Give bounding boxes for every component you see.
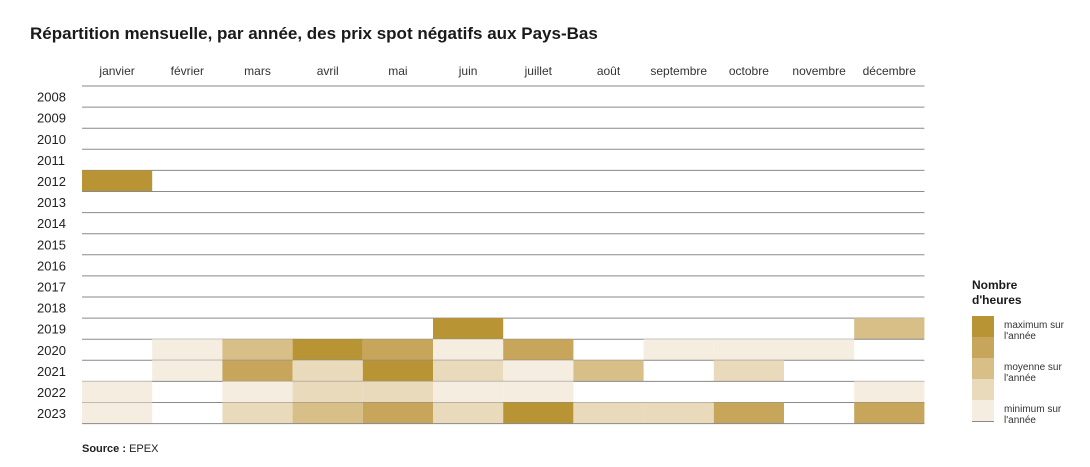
source-value: EPEX <box>129 443 159 455</box>
legend-swatch-min-line <box>972 421 994 422</box>
row-label-2020: 2020 <box>37 343 66 358</box>
row-label-2017: 2017 <box>37 279 66 294</box>
heatmap-cell-2022-mai <box>362 381 433 403</box>
row-label-2009: 2009 <box>37 111 66 126</box>
legend-swatch-max-top <box>972 316 994 337</box>
heatmap-cell-2020-avril <box>292 339 363 361</box>
source-note: Source : EPEX <box>82 443 158 455</box>
heatmap-cell-2023-octobre <box>713 402 784 424</box>
heatmap-cell-2023-juin <box>433 402 504 424</box>
heatmap-cell-2023-septembre <box>643 402 714 424</box>
heatmap-cell-2020-octobre <box>713 339 784 361</box>
heatmap-cell-2023-janvier <box>82 402 153 424</box>
row-label-2014: 2014 <box>37 216 66 231</box>
heatmap-cell-2020-mars <box>222 339 293 361</box>
legend-title: Nombre d'heures <box>972 278 1022 307</box>
column-header-août: août <box>597 64 621 78</box>
legend-swatch-avg-top <box>972 358 994 379</box>
row-label-2011: 2011 <box>37 153 65 168</box>
heatmap-cell-2022-mars <box>222 381 293 403</box>
legend: Nombre d'heures maximum sur l'année moye… <box>972 278 1082 426</box>
heatmap-cell-2021-avril <box>292 360 363 382</box>
column-header-juin: juin <box>458 64 478 78</box>
heatmap-cell-2021-juin <box>433 360 504 382</box>
heatmap-cell-2023-mars <box>222 402 293 424</box>
row-label-2013: 2013 <box>37 195 66 210</box>
row-label-2018: 2018 <box>37 301 66 316</box>
heatmap-cell-2021-mars <box>222 360 293 382</box>
column-header-février: février <box>171 64 204 78</box>
chart-title: Répartition mensuelle, par année, des pr… <box>30 24 598 43</box>
heatmap-cell-2020-juin <box>433 339 504 361</box>
heatmap-cell-2022-décembre <box>854 381 925 403</box>
column-header-mars: mars <box>244 64 271 78</box>
heatmap-cell-2021-août <box>573 360 644 382</box>
legend-label-max: maximum sur l'année <box>1004 320 1065 342</box>
row-label-2008: 2008 <box>37 90 66 105</box>
column-header-mai: mai <box>388 64 407 78</box>
heatmap-cell-2022-janvier <box>82 381 153 403</box>
row-label-2012: 2012 <box>37 174 66 189</box>
legend-swatch-min <box>972 400 994 421</box>
column-header-novembre: novembre <box>792 64 846 78</box>
legend-swatch-max <box>972 316 994 358</box>
heatmap-cell-2022-juillet <box>503 381 574 403</box>
heatmap-cell-2023-mai <box>362 402 433 424</box>
heatmap-cell-2019-décembre <box>854 318 925 340</box>
heatmap-cell-2020-septembre <box>643 339 714 361</box>
row-label-2021: 2021 <box>37 364 66 379</box>
heatmap-cell-2019-juin <box>433 318 504 340</box>
column-header-décembre: décembre <box>863 64 917 78</box>
heatmap-cell-2022-avril <box>292 381 363 403</box>
heatmap-cell-2020-novembre <box>784 339 855 361</box>
heatmap-cell-2020-juillet <box>503 339 574 361</box>
column-header-septembre: septembre <box>650 64 707 78</box>
heatmap-cell-2020-mai <box>362 339 433 361</box>
row-label-2022: 2022 <box>37 385 66 400</box>
heatmap-cell-2021-juillet <box>503 360 574 382</box>
legend-swatch-avg-bottom <box>972 379 994 400</box>
row-label-2023: 2023 <box>37 406 66 421</box>
heatmap-cell-2022-juin <box>433 381 504 403</box>
source-label: Source : <box>82 443 127 455</box>
column-header-juillet: juillet <box>524 64 553 78</box>
heatmap-cell-2023-décembre <box>854 402 925 424</box>
heatmap-cell-2023-août <box>573 402 644 424</box>
heatmap-cell-2021-février <box>152 360 223 382</box>
legend-label-avg: moyenne sur l'année <box>1004 362 1062 384</box>
legend-label-min: minimum sur l'année <box>1004 404 1062 426</box>
heatmap-cell-2012-janvier <box>82 170 153 192</box>
legend-swatch-avg <box>972 358 994 400</box>
column-header-avril: avril <box>317 64 339 78</box>
heatmap-cell-2023-juillet <box>503 402 574 424</box>
heatmap-cell-2020-février <box>152 339 223 361</box>
row-label-2015: 2015 <box>37 237 66 252</box>
column-header-octobre: octobre <box>729 64 769 78</box>
heatmap-cell-2021-octobre <box>713 360 784 382</box>
row-label-2010: 2010 <box>37 132 66 147</box>
legend-swatch-max-bottom <box>972 337 994 358</box>
row-label-2019: 2019 <box>37 322 66 337</box>
row-label-2016: 2016 <box>37 258 66 273</box>
heatmap-cell-2023-avril <box>292 402 363 424</box>
heatmap-cell-2021-mai <box>362 360 433 382</box>
column-header-janvier: janvier <box>98 64 134 78</box>
